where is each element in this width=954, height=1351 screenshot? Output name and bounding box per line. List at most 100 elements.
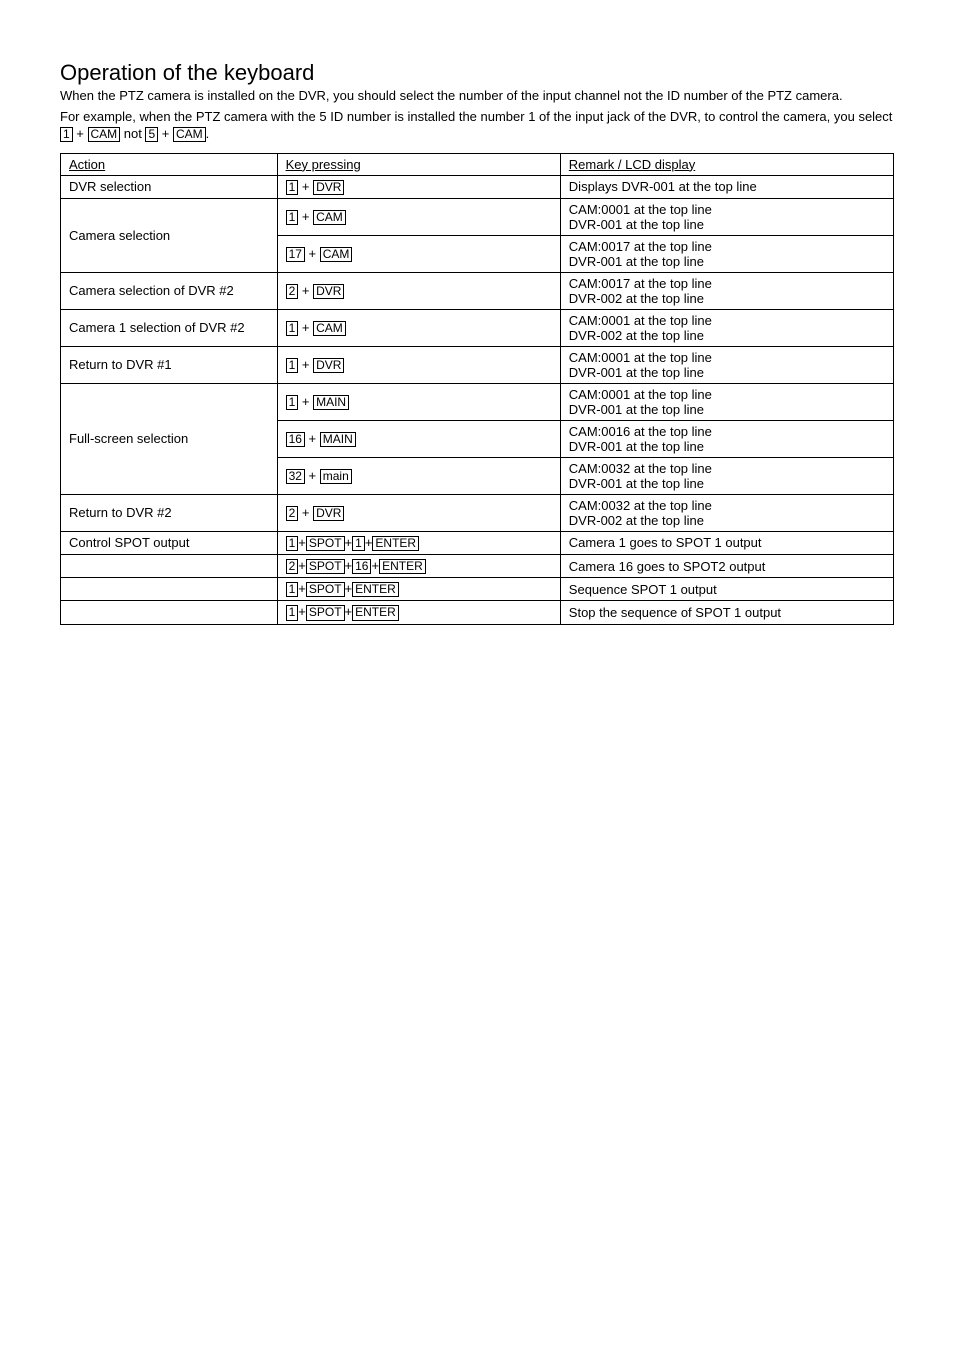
key-cam: CAM xyxy=(173,127,206,142)
keypress-cell: 2+SPOT+16+ENTER xyxy=(277,555,560,578)
remark-cell: CAM:0017 at the top line DVR-002 at the … xyxy=(560,272,893,309)
plus: + xyxy=(298,581,306,596)
keypress-cell: 1+SPOT+ENTER xyxy=(277,578,560,601)
plus: + xyxy=(305,246,320,261)
table-row: Camera 1 selection of DVR #2 1 + CAM CAM… xyxy=(61,309,894,346)
plus: + xyxy=(298,535,306,550)
plus-text: + xyxy=(158,126,173,141)
key: ENTER xyxy=(352,582,399,597)
keypress-cell: 1+SPOT+ENTER xyxy=(277,601,560,624)
key: ENTER xyxy=(352,605,399,620)
key: CAM xyxy=(313,321,346,336)
table-row: Camera selection 1 + CAM CAM:0001 at the… xyxy=(61,198,894,235)
plus: + xyxy=(298,283,313,298)
remark-cell: CAM:0001 at the top line DVR-001 at the … xyxy=(560,346,893,383)
table-row: Control SPOT output 1+SPOT+1+ENTER Camer… xyxy=(61,531,894,554)
remark-cell: Displays DVR-001 at the top line xyxy=(560,175,893,198)
action-cell: Return to DVR #2 xyxy=(61,494,278,531)
key: CAM xyxy=(313,210,346,225)
plus: + xyxy=(298,604,306,619)
key: 1 xyxy=(286,358,299,373)
table-row: 1+SPOT+ENTER Sequence SPOT 1 output xyxy=(61,578,894,601)
keypress-cell: 17 + CAM xyxy=(277,235,560,272)
key: 2 xyxy=(286,506,299,521)
plus: + xyxy=(298,357,313,372)
table-row: Return to DVR #1 1 + DVR CAM:0001 at the… xyxy=(61,346,894,383)
remark-cell: CAM:0001 at the top line DVR-001 at the … xyxy=(560,383,893,420)
table-row: 2+SPOT+16+ENTER Camera 16 goes to SPOT2 … xyxy=(61,555,894,578)
action-cell: Camera 1 selection of DVR #2 xyxy=(61,309,278,346)
plus: + xyxy=(305,468,320,483)
action-cell xyxy=(61,601,278,624)
plus: + xyxy=(298,505,313,520)
plus: + xyxy=(365,535,373,550)
end-text: . xyxy=(206,126,210,141)
keypress-cell: 1 + CAM xyxy=(277,309,560,346)
remark-cell: CAM:0016 at the top line DVR-001 at the … xyxy=(560,420,893,457)
intro-paragraph-2: For example, when the PTZ camera with th… xyxy=(60,109,894,143)
remark-cell: Sequence SPOT 1 output xyxy=(560,578,893,601)
key: ENTER xyxy=(379,559,426,574)
not-text: not xyxy=(120,126,145,141)
action-cell xyxy=(61,578,278,601)
key: 1 xyxy=(286,582,299,597)
remark-cell: CAM:0001 at the top line DVR-001 at the … xyxy=(560,198,893,235)
action-cell: Full-screen selection xyxy=(61,383,278,494)
remark-cell: CAM:0032 at the top line DVR-001 at the … xyxy=(560,457,893,494)
key: DVR xyxy=(313,180,344,195)
key: 2 xyxy=(286,559,299,574)
header-action: Action xyxy=(61,153,278,175)
remark-cell: Camera 16 goes to SPOT2 output xyxy=(560,555,893,578)
keypress-cell: 2 + DVR xyxy=(277,494,560,531)
plus: + xyxy=(345,604,353,619)
keypress-cell: 1 + CAM xyxy=(277,198,560,235)
plus: + xyxy=(345,535,353,550)
plus: + xyxy=(371,558,379,573)
key: MAIN xyxy=(313,395,349,410)
keypress-cell: 1 + DVR xyxy=(277,346,560,383)
plus: + xyxy=(298,394,313,409)
key: 1 xyxy=(286,321,299,336)
action-cell: Return to DVR #1 xyxy=(61,346,278,383)
key: SPOT xyxy=(306,536,345,551)
key: SPOT xyxy=(306,559,345,574)
keypress-cell: 1 + DVR xyxy=(277,175,560,198)
remark-cell: Stop the sequence of SPOT 1 output xyxy=(560,601,893,624)
keypress-cell: 16 + MAIN xyxy=(277,420,560,457)
table-row: Camera selection of DVR #2 2 + DVR CAM:0… xyxy=(61,272,894,309)
header-keypressing: Key pressing xyxy=(277,153,560,175)
action-cell: Control SPOT output xyxy=(61,531,278,554)
key: 1 xyxy=(286,395,299,410)
key: DVR xyxy=(313,284,344,299)
plus: + xyxy=(298,209,313,224)
key: ENTER xyxy=(372,536,419,551)
table-row: Return to DVR #2 2 + DVR CAM:0032 at the… xyxy=(61,494,894,531)
key: 17 xyxy=(286,247,305,262)
plus: + xyxy=(298,320,313,335)
plus-text: + xyxy=(73,126,88,141)
keypress-cell: 2 + DVR xyxy=(277,272,560,309)
key: DVR xyxy=(313,358,344,373)
plus: + xyxy=(298,179,313,194)
keypress-cell: 32 + main xyxy=(277,457,560,494)
key: 1 xyxy=(352,536,365,551)
page-title: Operation of the keyboard xyxy=(60,60,894,86)
key: 2 xyxy=(286,284,299,299)
key: DVR xyxy=(313,506,344,521)
keypress-cell: 1+SPOT+1+ENTER xyxy=(277,531,560,554)
action-cell xyxy=(61,555,278,578)
key: 1 xyxy=(286,210,299,225)
key: 32 xyxy=(286,469,305,484)
plus: + xyxy=(345,581,353,596)
table-row: 1+SPOT+ENTER Stop the sequence of SPOT 1… xyxy=(61,601,894,624)
plus: + xyxy=(298,558,306,573)
plus: + xyxy=(305,431,320,446)
key: 1 xyxy=(286,605,299,620)
intro-text: For example, when the PTZ camera with th… xyxy=(60,109,892,124)
remark-cell: CAM:0001 at the top line DVR-002 at the … xyxy=(560,309,893,346)
key-cam: CAM xyxy=(88,127,121,142)
remark-cell: Camera 1 goes to SPOT 1 output xyxy=(560,531,893,554)
remark-cell: CAM:0032 at the top line DVR-002 at the … xyxy=(560,494,893,531)
operation-table: Action Key pressing Remark / LCD display… xyxy=(60,153,894,625)
key: SPOT xyxy=(306,605,345,620)
